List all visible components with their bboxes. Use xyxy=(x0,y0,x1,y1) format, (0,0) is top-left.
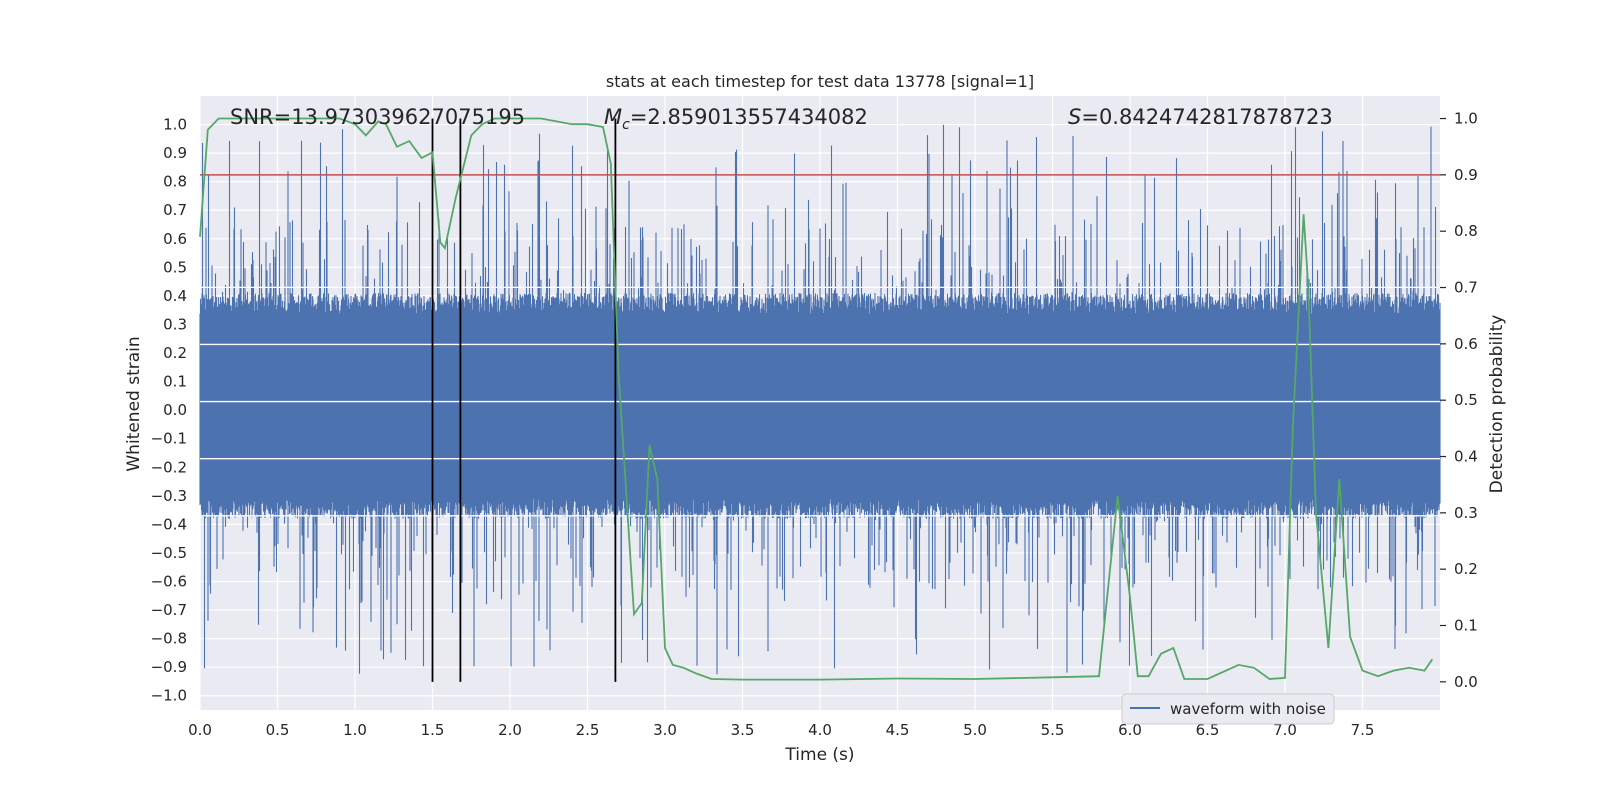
right-tick-label: 0.3 xyxy=(1454,504,1478,522)
left-tick-label: −0.3 xyxy=(151,487,187,505)
probability-series xyxy=(199,117,1434,681)
left-tick-label: 0.7 xyxy=(163,201,187,219)
left-tick-label: −0.9 xyxy=(151,658,187,676)
waveform-series xyxy=(199,124,1441,675)
right-tick-label: 0.7 xyxy=(1454,279,1478,297)
x-tick-label: 0.5 xyxy=(266,721,290,739)
x-tick-label: 5.5 xyxy=(1041,721,1065,739)
s-symbol: S xyxy=(1068,105,1081,129)
left-tick-label: −0.2 xyxy=(151,458,187,476)
x-tick-label: 3.5 xyxy=(731,721,755,739)
right-tick-labels: 1.0 0.9 0.8 0.7 0.6 0.5 0.4 0.3 0.2 0.1 0.0 xyxy=(1440,110,1478,691)
right-tick-label: 0.6 xyxy=(1454,335,1478,353)
left-tick-label: 1.0 xyxy=(163,116,187,134)
y-axis-label-left: Whitened strain xyxy=(124,336,144,471)
x-tick-label: 0.0 xyxy=(188,721,212,739)
x-tick-label: 5.0 xyxy=(963,721,987,739)
left-tick-label: 0.8 xyxy=(163,173,187,191)
x-axis-label: Time (s) xyxy=(784,745,854,765)
vertical-markers xyxy=(431,118,617,682)
right-tick-label: 0.0 xyxy=(1454,673,1478,691)
x-tick-label: 7.0 xyxy=(1273,721,1297,739)
left-tick-label: −0.1 xyxy=(151,430,187,448)
chart-title: stats at each timestep for test data 137… xyxy=(606,72,1034,91)
legend-box xyxy=(1121,693,1335,725)
left-tick-label: −0.4 xyxy=(151,515,187,533)
x-tick-label: 4.0 xyxy=(808,721,832,739)
x-tick-label: 6.0 xyxy=(1118,721,1142,739)
legend-label: waveform with noise xyxy=(1170,700,1326,718)
left-tick-label: −0.7 xyxy=(151,601,187,619)
left-tick-label: −0.6 xyxy=(151,572,187,590)
left-tick-label: −1.0 xyxy=(151,687,187,705)
right-tick-label: 1.0 xyxy=(1454,110,1478,128)
x-tick-label: 6.5 xyxy=(1196,721,1220,739)
left-tick-label: 0.5 xyxy=(163,258,187,276)
right-tick-label: 0.8 xyxy=(1454,222,1478,240)
chirp-mass-annotation: Mc=2.859013557434082 xyxy=(604,105,868,133)
s-annotation: S=0.8424742817878723 xyxy=(1068,105,1333,129)
left-tick-label: 0.0 xyxy=(163,401,187,419)
left-tick-label: 0.4 xyxy=(163,287,187,305)
x-tick-labels: 0.0 0.5 1.0 1.5 2.0 2.5 3.0 3.5 4.0 4.5 5.0 5.5 6.0 6… xyxy=(188,721,1374,739)
y-axis-label-right: Detection probability xyxy=(1487,315,1507,494)
left-tick-label: −0.5 xyxy=(151,544,187,562)
s-value: =0.8424742817878723 xyxy=(1081,105,1332,129)
chirp-mass-subscript: c xyxy=(622,117,630,133)
snr-annotation: SNR=13.973039627075195 xyxy=(230,105,525,129)
right-tick-label: 0.4 xyxy=(1454,448,1478,466)
x-tick-label: 1.0 xyxy=(343,721,367,739)
right-tick-label: 0.1 xyxy=(1454,617,1478,635)
left-tick-label: 0.6 xyxy=(163,230,187,248)
x-tick-label: 4.5 xyxy=(886,721,910,739)
waveform-trace xyxy=(199,124,1441,675)
chirp-mass-value: =2.859013557434082 xyxy=(630,105,868,129)
x-tick-label: 7.5 xyxy=(1351,721,1375,739)
left-tick-label: 0.2 xyxy=(163,344,187,362)
right-tick-label: 0.2 xyxy=(1454,560,1478,578)
right-tick-label: 0.9 xyxy=(1454,166,1478,184)
left-tick-label: −0.8 xyxy=(151,630,187,648)
x-tick-label: 1.5 xyxy=(421,721,445,739)
left-tick-label: 0.1 xyxy=(163,373,187,391)
chirp-mass-symbol: M xyxy=(604,105,622,129)
x-tick-label: 3.0 xyxy=(653,721,677,739)
x-tick-label: 2.5 xyxy=(576,721,600,739)
left-tick-label: 0.9 xyxy=(163,144,187,162)
left-tick-label: 0.3 xyxy=(163,315,187,333)
x-tick-label: 2.0 xyxy=(498,721,522,739)
left-tick-labels: 1.0 0.9 0.8 0.7 0.6 0.5 0.4 0.3 0.2 0.1 0.0 −0.1 −0.… xyxy=(151,116,187,705)
right-tick-label: 0.5 xyxy=(1454,391,1478,409)
legend: waveform with noise xyxy=(1121,693,1335,725)
